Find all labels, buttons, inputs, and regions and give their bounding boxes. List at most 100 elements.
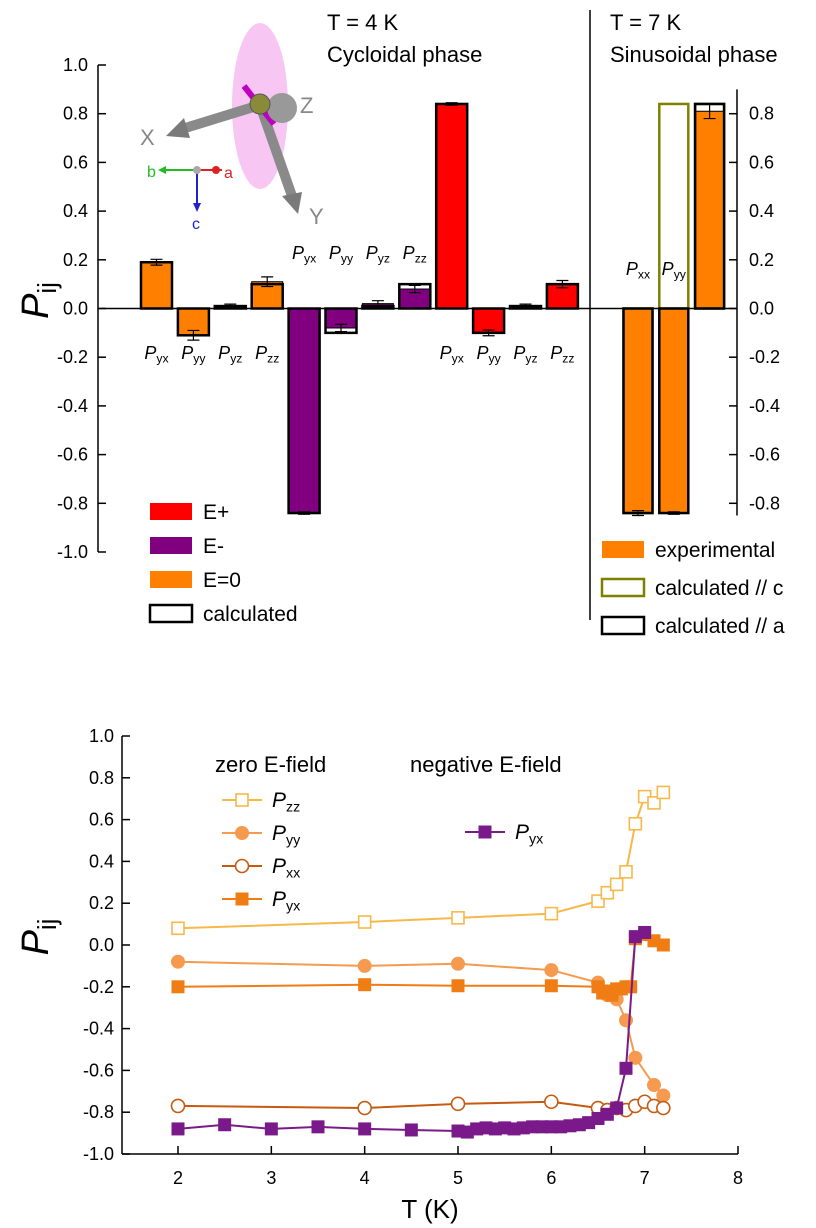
y2-tick-label: -0.6 [749, 445, 780, 465]
axis-z-sphere [267, 93, 297, 123]
category-label: Pyx [144, 343, 168, 366]
category-label: Pyx [440, 343, 464, 366]
y2-tick-label: 0.4 [749, 201, 774, 221]
marker [358, 978, 372, 992]
marker [647, 796, 661, 810]
category-label: Pyy [476, 343, 501, 366]
marker [656, 1100, 671, 1116]
legend-label: Pyy [272, 822, 301, 848]
annotation: Sinusoidal phase [610, 42, 778, 67]
bar-outline [139, 260, 174, 310]
marker [171, 980, 185, 994]
bar [623, 308, 653, 514]
y-axis-label: Pij [15, 919, 62, 956]
legend-label: E- [203, 535, 224, 558]
bar-outline [250, 282, 284, 310]
x-tick-label: 6 [546, 1168, 556, 1188]
category-label: Pzz [550, 343, 574, 366]
marker [311, 1120, 325, 1134]
category-label: Pxx [626, 259, 650, 282]
bar-outline [693, 102, 726, 310]
y-tick-label: -1.0 [57, 542, 88, 562]
bar [288, 308, 321, 514]
marker [647, 1078, 661, 1093]
legend-marker [235, 826, 249, 840]
bar-outline [398, 282, 432, 310]
legend-marker [234, 858, 250, 874]
inset-drawing [158, 23, 302, 214]
marker [171, 954, 185, 969]
marker [544, 1094, 559, 1110]
legend-label: calculated [203, 603, 298, 626]
y-tick-label: 0.4 [63, 201, 88, 221]
marker [357, 915, 372, 929]
bar-outline [324, 307, 358, 335]
category-label: Pyz [366, 243, 390, 266]
legend-swatch [148, 603, 194, 624]
marker [628, 1050, 643, 1065]
bar-outline [471, 307, 506, 335]
y-tick-label: -0.8 [57, 493, 88, 513]
legend-label: Pzz [272, 789, 300, 815]
marker [171, 1122, 185, 1136]
legend-label: E+ [203, 501, 229, 524]
bar [140, 261, 173, 309]
y-tick-label: -0.6 [83, 1060, 114, 1080]
y-tick-label: -0.8 [83, 1102, 114, 1122]
legend-title: zero E-field [215, 752, 326, 777]
y-tick-label: 1.0 [63, 55, 88, 75]
legend-swatch [600, 577, 646, 598]
marker [358, 1122, 372, 1136]
inset-label: b [147, 164, 156, 181]
category-label: Pyz [218, 343, 242, 366]
marker [656, 1088, 671, 1103]
bar-outline [287, 307, 321, 515]
y-tick-label: -0.6 [57, 445, 88, 465]
x-tick-label: 7 [640, 1168, 650, 1188]
legend-label: Pxx [272, 855, 300, 881]
bar [435, 103, 468, 309]
y-tick-label: -0.2 [57, 347, 88, 367]
x-axis-label: T (K) [401, 1194, 458, 1224]
y2-tick-label: -0.8 [749, 493, 780, 513]
category-label: Pyy [662, 259, 687, 282]
y2-tick-label: 0.2 [749, 250, 774, 270]
marker [544, 906, 559, 921]
y-tick-label: 0.4 [89, 851, 114, 871]
bar-outline [213, 304, 248, 310]
inset-label: Z [300, 93, 313, 118]
bar-outline [176, 307, 211, 337]
series-line [177, 960, 665, 1097]
y-tick-label: -1.0 [83, 1144, 114, 1164]
bar-outline [622, 307, 654, 515]
y-tick-label: 0.8 [89, 768, 114, 788]
bar [694, 110, 725, 309]
origin [193, 166, 201, 174]
axis-y-arrow [255, 100, 297, 201]
category-label: Pyx [292, 243, 316, 266]
y2-tick-label: -0.4 [749, 396, 780, 416]
legend-label: Pyx [515, 821, 543, 847]
legend-label: experimental [655, 539, 775, 562]
bar [472, 308, 505, 334]
marker [544, 963, 559, 978]
marker [610, 1101, 624, 1115]
center-atom [249, 93, 271, 115]
marker [451, 979, 465, 993]
marker [638, 925, 652, 939]
legend-marker [478, 825, 492, 839]
series-line [177, 791, 665, 930]
bar-outline [658, 307, 690, 515]
category-label: Pyy [329, 243, 354, 266]
legend-label: E=0 [203, 569, 241, 592]
marker [357, 958, 372, 973]
marker [619, 865, 633, 879]
marker [170, 1098, 186, 1114]
legend-label: calculated // c [655, 577, 783, 600]
marker [357, 1100, 372, 1116]
y-tick-label: -0.2 [83, 977, 114, 997]
marker [451, 911, 465, 925]
marker [544, 979, 558, 993]
marker [404, 1123, 418, 1137]
bar-outline [434, 102, 469, 310]
